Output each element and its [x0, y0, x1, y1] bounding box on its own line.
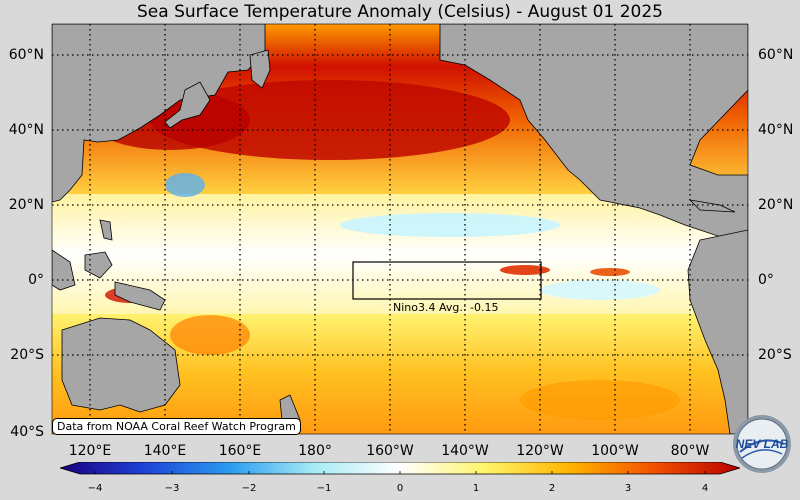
lon-label-120w: 120°W: [516, 443, 564, 459]
nevlab-logo: NEV LAB: [733, 415, 791, 473]
map-title: Sea Surface Temperature Anomaly (Celsius…: [137, 2, 663, 22]
land-kamchatka: [249, 49, 271, 89]
colorbar-tick-3: 3: [624, 483, 632, 494]
colorbar-tick-1: 1: [472, 483, 480, 494]
map-frame: [51, 23, 749, 435]
lat-label-20n-right: 20°N: [758, 197, 794, 213]
land-borneo: [84, 251, 113, 279]
data-source-box: Data from NOAA Coral Reef Watch Program: [52, 418, 301, 435]
lat-label-20s: 20°S: [10, 347, 44, 363]
land-south-america: [687, 229, 748, 434]
lat-label-40n: 40°N: [8, 122, 44, 138]
lon-label-160w: 160°W: [366, 443, 414, 459]
land-new-guinea: [114, 281, 166, 311]
lon-label-140e: 140°E: [143, 443, 187, 459]
lon-label-100w: 100°W: [591, 443, 639, 459]
cool-patch-equator: [540, 280, 660, 300]
lon-label-80w: 80°W: [670, 443, 710, 459]
colorbar-tick-4: 4: [701, 483, 709, 494]
colorbar-tick-m2: −2: [241, 483, 257, 494]
lon-label-120e: 120°E: [68, 443, 112, 459]
colorbar-tick-2: 2: [548, 483, 556, 494]
lat-label-60n-right: 60°N: [758, 47, 794, 63]
nino34-average-label: Nino3.4 Avg.: -0.15: [393, 301, 499, 314]
lat-label-0: 0°: [28, 272, 44, 288]
lat-label-40n-right: 40°N: [758, 122, 794, 138]
lon-label-180: 180°: [298, 443, 332, 459]
nino34-region-box: [352, 261, 542, 300]
lon-label-140w: 140°W: [441, 443, 489, 459]
colorbar-tick-m3: −3: [164, 483, 180, 494]
lat-label-60n: 60°N: [8, 47, 44, 63]
warm-patch-equator: [500, 265, 550, 275]
svg-text:NEV LAB: NEV LAB: [736, 437, 789, 451]
colorbar-tick-0: 0: [396, 483, 404, 494]
warm-patch-se-pacific: [520, 380, 680, 420]
lat-label-0-right: 0°: [758, 272, 774, 288]
colorbar-tick-m1: −1: [316, 483, 332, 494]
lat-label-20s-right: 20°S: [758, 347, 792, 363]
cool-patch-west: [165, 173, 205, 197]
lat-label-20n: 20°N: [8, 197, 44, 213]
lon-label-160e: 160°E: [218, 443, 262, 459]
colorbar-gradient: [60, 462, 740, 475]
land-cuba: [688, 199, 736, 213]
colorbar: [60, 462, 740, 475]
land-japan: [164, 81, 211, 129]
lat-label-40s: 40°S: [10, 424, 44, 440]
cool-patch-tropics: [340, 213, 560, 237]
warm-patch-equator-east: [590, 268, 630, 276]
warm-patch-coral-sea: [170, 315, 250, 355]
land-north-america: [439, 24, 748, 241]
land-philippines: [99, 219, 113, 241]
colorbar-tick-m4: −4: [87, 483, 103, 494]
